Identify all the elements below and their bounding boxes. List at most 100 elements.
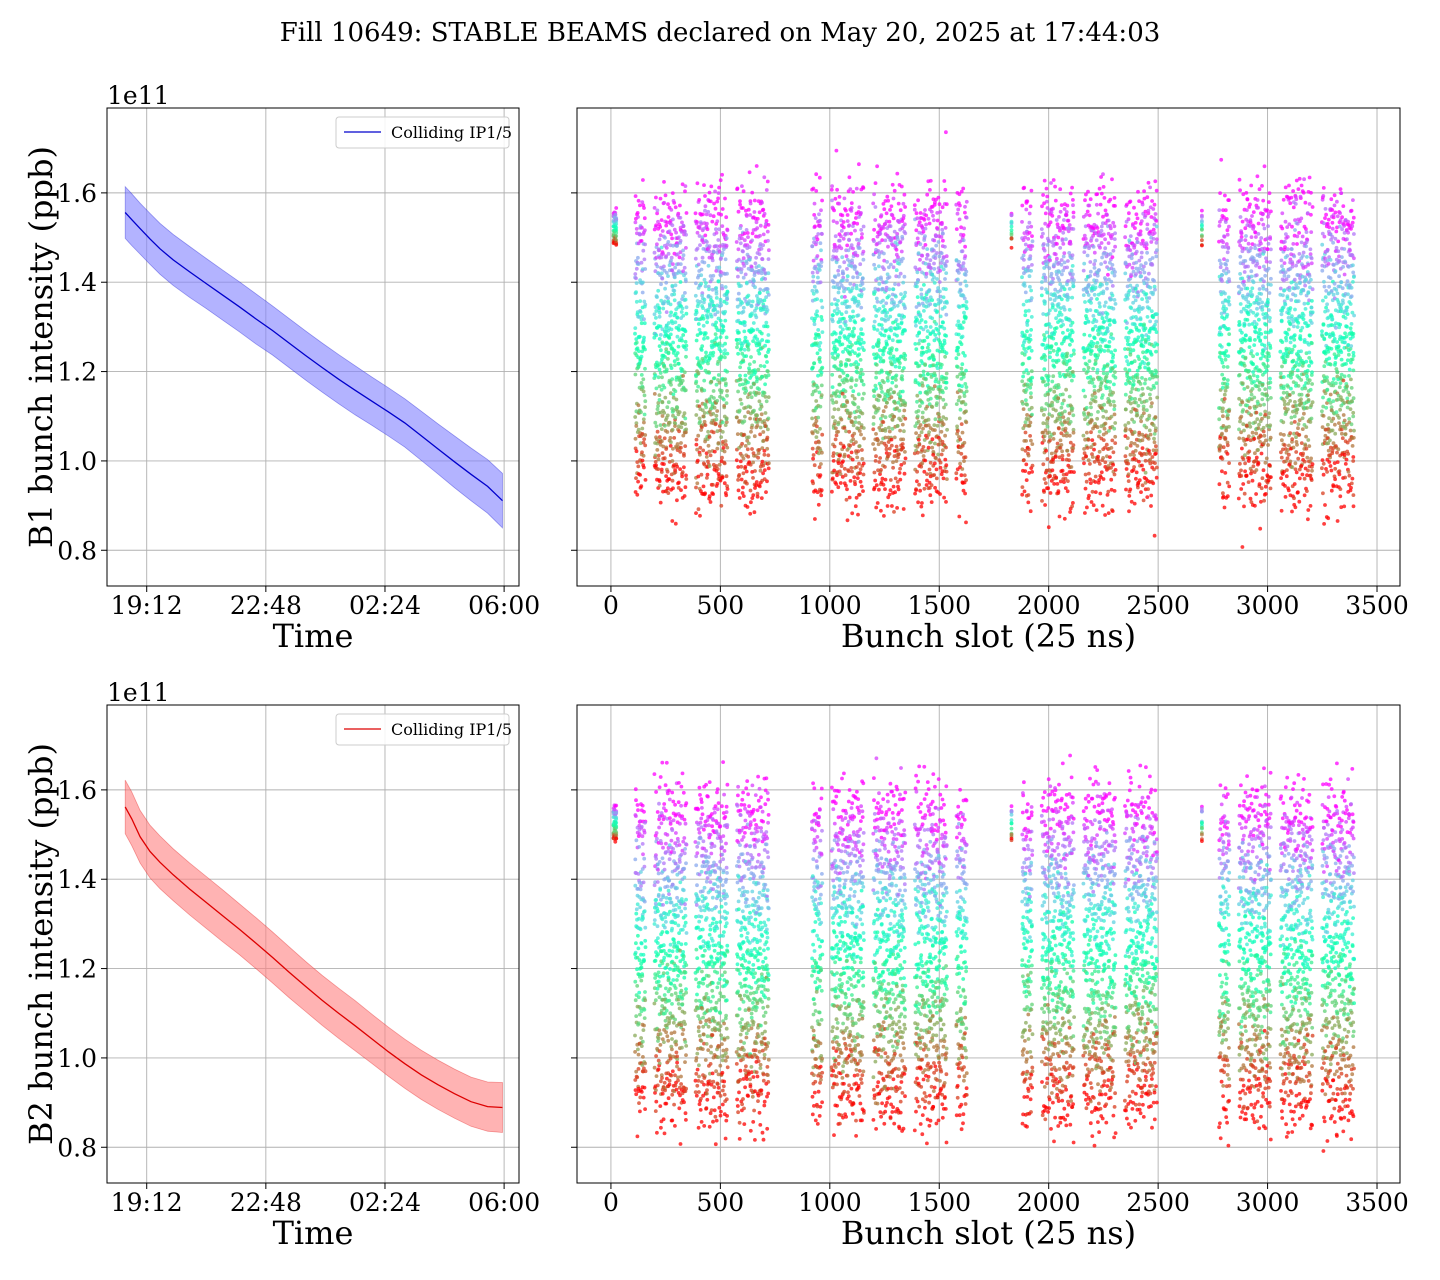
bunch-point bbox=[1045, 457, 1050, 461]
bunch-point bbox=[850, 378, 854, 383]
bunch-point bbox=[670, 459, 675, 463]
bunch-point bbox=[837, 286, 841, 291]
bunch-point bbox=[1094, 319, 1099, 324]
bunch-point bbox=[851, 389, 856, 394]
bunch-point bbox=[743, 414, 747, 419]
bunch-point bbox=[750, 299, 755, 304]
bunch-point bbox=[747, 299, 752, 304]
bunch-point bbox=[1058, 374, 1063, 378]
bunch-point bbox=[742, 320, 747, 325]
bunch-point bbox=[1022, 458, 1026, 462]
bunch-point bbox=[857, 492, 862, 497]
bunch-point bbox=[709, 314, 714, 319]
bunch-point bbox=[1025, 318, 1030, 323]
bunch-point bbox=[851, 309, 855, 314]
bunch-point bbox=[858, 262, 863, 267]
bunch-point bbox=[927, 348, 932, 353]
bunch-point bbox=[1050, 305, 1055, 310]
bunch-point bbox=[902, 471, 907, 476]
bunch-point bbox=[903, 456, 908, 461]
bunch-point bbox=[1070, 370, 1075, 374]
bunch-point bbox=[766, 238, 770, 243]
bunch-point bbox=[719, 354, 724, 359]
bunch-point bbox=[665, 486, 670, 491]
bunch-point bbox=[1108, 402, 1113, 407]
bunch-point bbox=[1081, 346, 1086, 350]
bunch-point bbox=[653, 453, 658, 458]
bunch-point bbox=[697, 234, 702, 238]
bunch-point bbox=[743, 373, 748, 378]
bunch-point bbox=[1089, 418, 1094, 423]
bunch-point bbox=[718, 318, 723, 323]
bunch-point bbox=[836, 485, 841, 490]
bunch-point bbox=[901, 437, 906, 442]
bunch-point bbox=[708, 305, 712, 309]
bunch-point bbox=[1112, 489, 1117, 493]
bunch-point bbox=[882, 333, 887, 338]
bunch-point bbox=[714, 413, 719, 418]
bunch-point bbox=[820, 305, 825, 310]
bunch-point bbox=[669, 310, 673, 315]
bunch-point bbox=[901, 280, 906, 285]
bunch-point bbox=[883, 238, 888, 243]
bunch-point bbox=[957, 514, 962, 519]
bunch-point bbox=[816, 502, 821, 507]
bunch-point bbox=[659, 218, 664, 223]
bunch-point bbox=[713, 421, 718, 426]
bunch-point bbox=[709, 184, 714, 189]
bunch-point bbox=[902, 328, 907, 332]
bunch-point bbox=[755, 216, 760, 221]
bunch-point bbox=[714, 291, 719, 296]
bunch-point bbox=[1046, 416, 1050, 420]
bunch-point bbox=[843, 323, 848, 328]
bunch-point bbox=[675, 334, 680, 339]
bunch-point bbox=[1081, 268, 1086, 273]
bunch-point bbox=[707, 449, 712, 454]
bunch-point bbox=[748, 416, 752, 421]
bunch-point bbox=[898, 394, 903, 399]
bunch-point bbox=[1029, 224, 1034, 229]
bunch-point bbox=[659, 467, 664, 472]
bunch-point bbox=[1047, 266, 1052, 271]
bunch-point bbox=[879, 386, 884, 391]
bunch-point bbox=[662, 456, 667, 461]
bunch-point bbox=[672, 298, 677, 303]
bunch-point bbox=[1061, 242, 1066, 246]
bunch-point bbox=[738, 226, 743, 231]
bunch-point bbox=[706, 443, 711, 448]
bunch-point bbox=[641, 377, 646, 382]
bunch-point bbox=[736, 389, 740, 394]
bunch-point bbox=[902, 429, 906, 434]
bunch-point bbox=[924, 483, 929, 487]
bunch-point bbox=[849, 385, 853, 390]
bunch-point bbox=[850, 457, 855, 462]
bunch-point bbox=[899, 292, 903, 296]
bunch-point bbox=[706, 263, 711, 268]
bunch-point bbox=[1083, 511, 1087, 515]
bunch-point bbox=[820, 198, 824, 203]
bunch-point bbox=[900, 422, 905, 427]
bunch-point bbox=[662, 385, 667, 390]
bunch-point bbox=[673, 389, 678, 394]
bunch-point bbox=[854, 378, 859, 382]
bunch-point bbox=[743, 335, 748, 340]
bunch-point bbox=[681, 223, 686, 228]
bunch-point bbox=[815, 314, 820, 318]
bunch-point bbox=[1039, 286, 1044, 291]
bunch-point bbox=[898, 240, 903, 244]
bunch-point bbox=[705, 240, 709, 244]
mean-intensity-line bbox=[124, 212, 503, 502]
bunch-point bbox=[670, 268, 674, 273]
b1-time-panel: 19:12 22:48 02:24 06:000.81.01.21.41.6 B1 b… bbox=[22, 81, 540, 655]
bunch-point bbox=[751, 476, 755, 480]
bunch-point bbox=[712, 201, 716, 206]
bunch-point bbox=[849, 209, 854, 213]
bunch-point bbox=[1048, 474, 1052, 479]
bunch-point bbox=[955, 277, 960, 282]
bunch-point bbox=[719, 273, 723, 278]
bunch-point bbox=[672, 292, 677, 297]
bunch-point bbox=[751, 460, 755, 465]
bunch-point bbox=[1020, 492, 1025, 497]
bunch-point bbox=[1104, 281, 1109, 286]
bunch-point bbox=[963, 402, 968, 407]
